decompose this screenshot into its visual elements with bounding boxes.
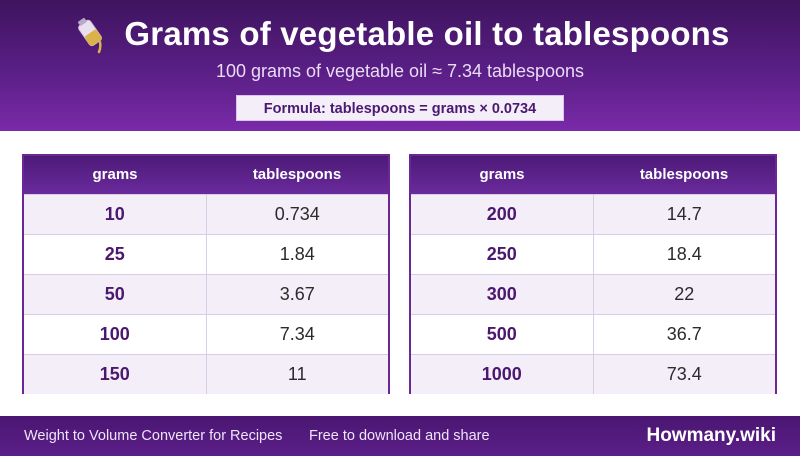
table-body: 10 0.734 25 1.84 50 3.67 100 7.34 150 11 [24,194,388,394]
formula-box: Formula: tablespoons = grams × 0.0734 [236,95,564,121]
table-row: 1000 73.4 [411,354,775,394]
table-row: 150 11 [24,354,388,394]
table-row: 25 1.84 [24,234,388,274]
oil-bottle-icon [78,17,103,54]
grams-cell: 100 [24,315,207,354]
title-row: Grams of vegetable oil to tablespoons [0,10,800,58]
column-header-tablespoons: tablespoons [252,166,342,183]
tablespoons-cell: 11 [287,364,307,384]
tablespoons-cell: 36.7 [666,324,702,344]
table-row: 50 3.67 [24,274,388,314]
tablespoons-cell: 14.7 [666,204,702,224]
table-row: 250 18.4 [411,234,775,274]
column-header-grams: grams [92,166,138,183]
column-header-grams: grams [479,166,525,183]
brand-link[interactable]: Howmany.wiki [646,425,776,446]
table-row: 10 0.734 [24,194,388,234]
grams-cell: 500 [411,315,594,354]
grams-cell: 150 [24,355,207,394]
grams-cell: 300 [411,275,594,314]
footer-share-label: Free to download and share [309,428,490,444]
table-body: 200 14.7 250 18.4 300 22 500 36.7 1000 7… [411,194,775,394]
page-title: Grams of vegetable oil to tablespoons [124,15,730,52]
page-subtitle: 100 grams of vegetable oil ≈ 7.34 tables… [215,61,585,81]
footer-bar: Weight to Volume Converter for Recipes F… [0,416,800,456]
grams-cell: 50 [24,275,207,314]
table-header: grams tablespoons [24,156,388,194]
table-row: 500 36.7 [411,314,775,354]
grams-cell: 10 [24,195,207,234]
tablespoons-cell: 0.734 [274,204,320,224]
tablespoons-cell: 7.34 [279,324,315,344]
tablespoons-cell: 22 [674,284,695,304]
column-header-tablespoons: tablespoons [639,166,729,183]
header-banner: Grams of vegetable oil to tablespoons 10… [0,0,800,131]
grams-cell: 250 [411,235,594,274]
grams-cell: 200 [411,195,594,234]
grams-cell: 1000 [411,355,594,394]
table-row: 100 7.34 [24,314,388,354]
tablespoons-cell: 73.4 [666,364,702,384]
conversion-table-right: grams tablespoons 200 14.7 250 18.4 300 … [409,154,777,394]
footer-converter-label: Weight to Volume Converter for Recipes [24,428,283,444]
grams-cell: 25 [24,235,207,274]
table-row: 200 14.7 [411,194,775,234]
table-row: 300 22 [411,274,775,314]
tablespoons-cell: 18.4 [666,244,702,264]
table-header: grams tablespoons [411,156,775,194]
conversion-table-left: grams tablespoons 10 0.734 25 1.84 50 3.… [22,154,390,394]
tablespoons-cell: 3.67 [279,284,315,304]
tablespoons-cell: 1.84 [279,244,315,264]
